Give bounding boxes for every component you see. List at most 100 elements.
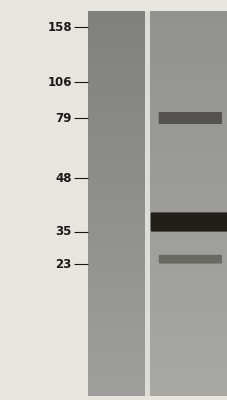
Bar	[150, 146, 227, 153]
Bar	[150, 306, 227, 313]
Text: 48: 48	[55, 172, 72, 184]
Bar	[87, 190, 144, 198]
Bar	[87, 254, 144, 262]
Text: 79: 79	[55, 112, 72, 124]
Bar	[87, 312, 144, 319]
Bar	[87, 18, 144, 25]
Bar	[87, 318, 144, 326]
Bar	[150, 152, 227, 159]
Bar	[150, 222, 227, 230]
Bar	[150, 286, 227, 294]
Bar	[150, 357, 227, 364]
Bar	[87, 267, 144, 274]
Bar	[87, 133, 144, 140]
Bar	[150, 139, 227, 146]
Bar	[87, 171, 144, 178]
Bar	[87, 216, 144, 223]
Bar	[150, 88, 227, 95]
Bar	[150, 318, 227, 326]
Bar	[150, 261, 227, 268]
Bar	[150, 350, 227, 358]
Bar	[87, 120, 144, 127]
Bar	[87, 184, 144, 191]
Bar	[87, 338, 144, 345]
Bar	[87, 30, 144, 38]
Bar	[87, 197, 144, 204]
Bar	[87, 229, 144, 236]
Bar	[150, 242, 227, 249]
Bar	[150, 69, 227, 76]
Bar	[87, 37, 144, 44]
Bar	[87, 370, 144, 377]
Bar	[150, 114, 227, 121]
Bar	[150, 75, 227, 82]
Bar	[150, 376, 227, 383]
Bar	[150, 389, 227, 396]
FancyBboxPatch shape	[150, 212, 227, 232]
Bar	[87, 331, 144, 338]
Bar	[150, 43, 227, 50]
Bar	[150, 248, 227, 255]
Bar	[87, 50, 144, 57]
Bar	[150, 24, 227, 31]
Bar	[87, 11, 144, 18]
Bar	[87, 88, 144, 95]
Bar	[150, 293, 227, 300]
Bar	[150, 274, 227, 281]
Bar	[87, 235, 144, 242]
Bar	[144, 12, 150, 396]
Bar	[150, 254, 227, 262]
Bar	[150, 370, 227, 377]
Text: 23: 23	[55, 258, 72, 270]
Bar	[150, 18, 227, 25]
Bar	[87, 165, 144, 172]
Bar	[87, 210, 144, 217]
Bar	[87, 350, 144, 358]
Bar	[87, 126, 144, 134]
Bar	[87, 69, 144, 76]
Bar	[87, 24, 144, 31]
Bar	[150, 107, 227, 114]
Bar	[150, 197, 227, 204]
Bar	[87, 94, 144, 102]
Bar	[87, 261, 144, 268]
Bar	[87, 82, 144, 89]
Bar	[87, 222, 144, 230]
Bar	[150, 171, 227, 178]
Bar	[87, 152, 144, 159]
Bar	[150, 11, 227, 18]
Bar	[150, 229, 227, 236]
Bar	[87, 376, 144, 383]
Text: 35: 35	[55, 226, 72, 238]
Bar	[150, 94, 227, 102]
Bar	[150, 62, 227, 70]
Bar	[87, 203, 144, 210]
Bar	[150, 344, 227, 351]
Bar	[87, 62, 144, 70]
Bar	[150, 50, 227, 57]
Bar	[150, 235, 227, 242]
Bar	[150, 190, 227, 198]
Bar	[150, 210, 227, 217]
Bar	[87, 75, 144, 82]
Bar	[150, 133, 227, 140]
Bar	[87, 274, 144, 281]
Bar	[150, 280, 227, 287]
Bar	[150, 312, 227, 319]
FancyBboxPatch shape	[158, 112, 221, 124]
Bar	[87, 146, 144, 153]
Bar	[87, 382, 144, 390]
Bar	[150, 299, 227, 306]
Bar	[87, 56, 144, 63]
Bar	[87, 107, 144, 114]
Bar	[150, 165, 227, 172]
Bar	[150, 338, 227, 345]
Bar	[150, 30, 227, 38]
Bar	[150, 158, 227, 166]
Bar	[87, 344, 144, 351]
Bar	[87, 299, 144, 306]
Bar	[150, 203, 227, 210]
Bar	[150, 216, 227, 223]
Bar	[150, 184, 227, 191]
Bar	[87, 293, 144, 300]
